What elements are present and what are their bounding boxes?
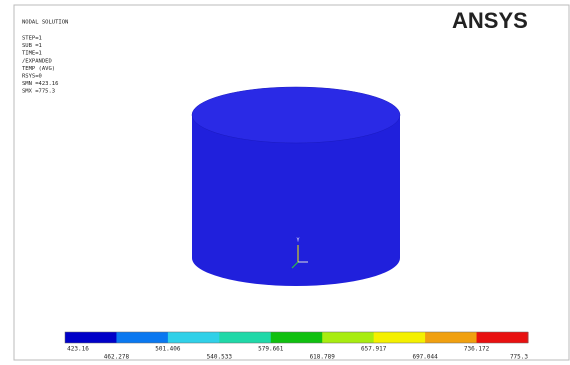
model: Y bbox=[192, 87, 400, 286]
legend-label: 423.16 bbox=[67, 346, 89, 353]
plot-title: NODAL SOLUTION bbox=[22, 20, 68, 26]
legend-swatch bbox=[116, 332, 168, 343]
legend-label: 540.533 bbox=[207, 354, 233, 361]
info-line: TIME=1 bbox=[22, 51, 42, 57]
legend-swatch bbox=[425, 332, 477, 343]
legend-label: 697.044 bbox=[412, 354, 438, 361]
legend-swatch bbox=[219, 332, 271, 343]
info-line: SUB =1 bbox=[22, 43, 42, 49]
legend-label: 736.172 bbox=[464, 346, 490, 353]
triad-label: Y bbox=[296, 238, 299, 244]
legend-label: 579.661 bbox=[258, 346, 284, 353]
legend-label: 462.278 bbox=[104, 354, 130, 361]
info-line: TEMP (AVG) bbox=[22, 66, 55, 72]
legend-label: 618.789 bbox=[310, 354, 336, 361]
info-line: SMN =423.16 bbox=[22, 81, 58, 87]
info-line: STEP=1 bbox=[22, 36, 42, 42]
legend-swatch bbox=[168, 332, 220, 343]
ansys-window: NODAL SOLUTION ANSYS Y STEP=1SUB =1 TIME=… bbox=[0, 0, 570, 365]
legend-swatch bbox=[374, 332, 426, 343]
legend-swatch bbox=[477, 332, 529, 343]
info-line: SMX =775.3 bbox=[22, 89, 55, 95]
cylinder-top bbox=[192, 87, 400, 143]
legend-label: 501.406 bbox=[155, 346, 181, 353]
legend-swatch bbox=[271, 332, 323, 343]
info-line: /EXPANDED bbox=[22, 58, 52, 64]
info-line: RSYS=0 bbox=[22, 74, 42, 80]
logo: ANSYS bbox=[452, 8, 528, 33]
legend-label: 657.917 bbox=[361, 346, 387, 353]
page: NODAL SOLUTION ANSYS Y STEP=1SUB =1 TIME=… bbox=[0, 0, 570, 365]
legend-swatch bbox=[65, 332, 117, 343]
legend-label: 775.3 bbox=[510, 354, 528, 361]
legend-swatch bbox=[322, 332, 374, 343]
